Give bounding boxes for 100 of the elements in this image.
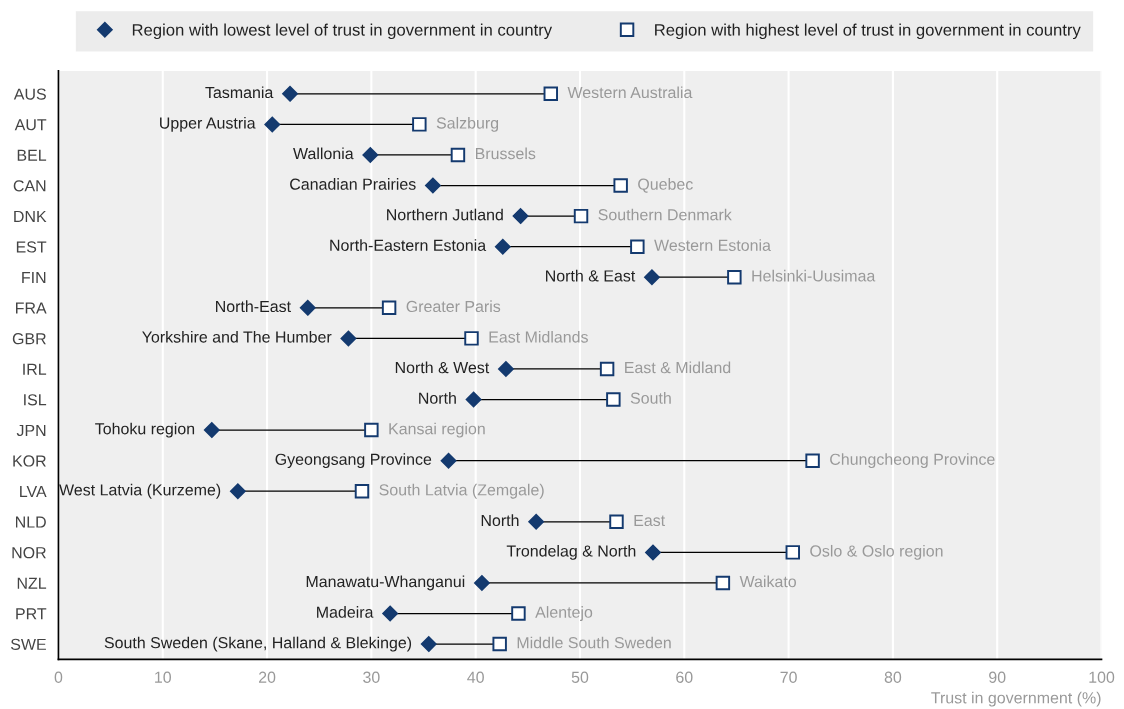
point bbox=[543, 86, 558, 102]
point bbox=[644, 269, 660, 286]
point bbox=[264, 116, 281, 133]
y-tick-label: DNK bbox=[14, 210, 47, 222]
annotation: Tohoku region bbox=[95, 422, 195, 438]
annotation: Tasmania bbox=[205, 86, 274, 99]
annotation: South bbox=[630, 392, 671, 404]
y-tick-label: KOR bbox=[13, 455, 46, 467]
point bbox=[606, 392, 621, 407]
x-tick-label: 90 bbox=[989, 671, 1006, 683]
annotation: Trondelag & North bbox=[506, 544, 636, 560]
y-tick-label: PRT bbox=[16, 608, 47, 620]
annotation: Wallonia bbox=[293, 147, 354, 160]
annotation: North & East bbox=[546, 269, 636, 282]
x-tick-label: 40 bbox=[467, 671, 484, 683]
annotation: North bbox=[481, 514, 519, 527]
x-tick-label: 0 bbox=[54, 671, 63, 683]
annotation: Western Estonia bbox=[654, 239, 771, 251]
y-tick-label: AUT bbox=[14, 119, 47, 131]
point bbox=[412, 117, 427, 132]
y-tick-label: JPN bbox=[16, 424, 46, 437]
point bbox=[727, 270, 742, 285]
annotation: Greater Paris bbox=[406, 300, 501, 313]
point bbox=[511, 606, 526, 621]
point bbox=[492, 636, 507, 652]
annotation: Kansai region bbox=[389, 422, 485, 438]
y-tick-label: NOR bbox=[12, 547, 46, 559]
point bbox=[474, 575, 490, 591]
y-tick-label: IRL bbox=[23, 363, 47, 375]
y-tick-label: EST bbox=[16, 241, 47, 253]
point bbox=[715, 575, 731, 591]
point bbox=[609, 514, 624, 530]
point bbox=[203, 422, 220, 438]
point bbox=[785, 545, 800, 560]
annotation: Alentejo bbox=[535, 606, 593, 621]
annotation: Southern Denmark bbox=[598, 208, 732, 221]
annotation: East Midlands bbox=[489, 330, 588, 343]
legend-label: Region with highest level of trust in government in country bbox=[655, 23, 1081, 40]
annotation: Gyeongsang Province bbox=[275, 453, 432, 469]
point bbox=[498, 361, 514, 377]
point bbox=[512, 208, 529, 224]
y-tick-label: NZL bbox=[17, 577, 47, 589]
point bbox=[465, 391, 482, 408]
annotation: Western Australia bbox=[567, 86, 693, 99]
point bbox=[440, 452, 457, 469]
point bbox=[420, 636, 437, 652]
point bbox=[805, 453, 820, 468]
annotation: North-East bbox=[216, 300, 291, 313]
y-tick-label: ISL bbox=[24, 394, 47, 406]
annotation: North bbox=[419, 392, 456, 404]
y-tick-label: NLD bbox=[16, 516, 46, 528]
legend-label: Region with lowest level of trust in government in country bbox=[132, 23, 553, 40]
annotation: North-Eastern Estonia bbox=[330, 239, 487, 251]
annotation: Helsinki-Uusimaa bbox=[752, 269, 876, 282]
annotation: South Latvia (Zemgale) bbox=[379, 483, 544, 499]
point bbox=[382, 605, 398, 622]
y-tick-label: GBR bbox=[12, 333, 46, 345]
annotation: West Latvia (Kurzeme) bbox=[59, 483, 221, 499]
point bbox=[299, 299, 316, 316]
point bbox=[354, 484, 370, 499]
point bbox=[630, 239, 645, 254]
point bbox=[613, 178, 628, 193]
point bbox=[645, 544, 661, 561]
annotation: Chungcheong Province bbox=[830, 453, 995, 469]
point bbox=[362, 147, 379, 163]
annotation: Manawatu-Whanganui bbox=[306, 575, 465, 591]
x-tick-label: 50 bbox=[571, 671, 589, 683]
annotation: Madeira bbox=[317, 606, 374, 618]
annotation: Yorkshire and The Humber bbox=[142, 330, 332, 343]
y-tick-label: CAN bbox=[13, 180, 46, 192]
point bbox=[230, 483, 246, 500]
point bbox=[364, 422, 379, 438]
annotation: South Sweden (Skane, Halland & Blekinge) bbox=[104, 636, 412, 652]
point bbox=[464, 331, 479, 346]
y-tick-label: FRA bbox=[16, 302, 47, 314]
annotation: East & Midland bbox=[625, 361, 731, 374]
point bbox=[282, 85, 298, 102]
x-tick-label: 30 bbox=[363, 671, 380, 683]
annotation: East bbox=[634, 514, 666, 527]
x-tick-label: 10 bbox=[155, 671, 172, 683]
point bbox=[425, 177, 441, 194]
point bbox=[573, 208, 589, 224]
annotation: Middle South Sweden bbox=[517, 636, 671, 649]
annotation: Salzburg bbox=[436, 116, 499, 132]
annotation: Canadian Prairies bbox=[290, 178, 416, 190]
point bbox=[599, 361, 615, 377]
x-tick-label: 70 bbox=[780, 671, 797, 683]
y-tick-label: AUS bbox=[13, 88, 46, 100]
x-tick-label: 100 bbox=[1089, 671, 1115, 683]
annotation: Waikato bbox=[739, 575, 796, 588]
point bbox=[450, 147, 466, 163]
point bbox=[494, 238, 511, 255]
point bbox=[340, 330, 357, 347]
annotation: Oslo & Oslo region bbox=[810, 544, 943, 560]
annotation: Upper Austria bbox=[160, 116, 256, 132]
annotation: Quebec bbox=[638, 178, 693, 193]
x-tick-label: 60 bbox=[676, 671, 693, 683]
point bbox=[381, 300, 397, 316]
y-tick-label: FIN bbox=[22, 272, 46, 284]
annotation: Brussels bbox=[475, 147, 536, 160]
